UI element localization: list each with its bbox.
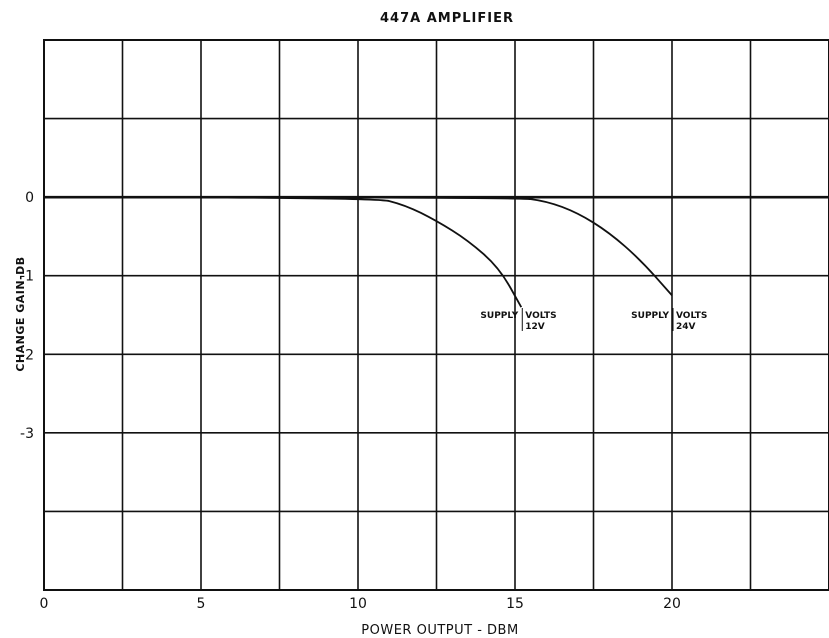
series-annotation-2-label: SUPPLY (631, 311, 669, 321)
x-tick-label: 0 (40, 596, 49, 612)
series-annotation-1-label: SUPPLY (480, 311, 518, 321)
series-line-2 (43, 196, 673, 296)
curves (43, 196, 673, 308)
series-annotation-2-value: 24V (676, 322, 696, 332)
x-tick-label: 20 (663, 596, 681, 612)
series-annotation-1-value: 12V (525, 322, 545, 332)
y-tick-label: 0 (25, 190, 34, 206)
y-tick-label: -2 (20, 347, 34, 363)
x-tick-label: 5 (197, 596, 206, 612)
y-tick-label: -1 (20, 269, 34, 285)
series-annotation-2-unit: VOLTS (676, 311, 707, 321)
y-tick-labels: 0 -1 -2 -3 (20, 190, 34, 442)
x-axis-title: POWER OUTPUT - DBM (361, 623, 518, 638)
series-annotation-1-unit: VOLTS (525, 311, 556, 321)
chart-title: 447A AMPLIFIER (380, 11, 514, 26)
series-line-1 (43, 196, 523, 308)
x-tick-label: 10 (349, 596, 367, 612)
x-tick-labels: 0 5 10 15 20 (40, 596, 681, 612)
plot-frame (43, 39, 829, 591)
y-tick-label: -3 (20, 426, 34, 442)
y-axis-title: CHANGE GAIN-DB (14, 256, 27, 371)
grid (43, 39, 829, 591)
x-tick-label: 15 (506, 596, 524, 612)
